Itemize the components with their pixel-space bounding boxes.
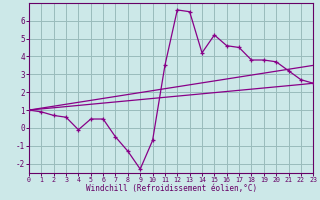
X-axis label: Windchill (Refroidissement éolien,°C): Windchill (Refroidissement éolien,°C) <box>85 184 257 193</box>
